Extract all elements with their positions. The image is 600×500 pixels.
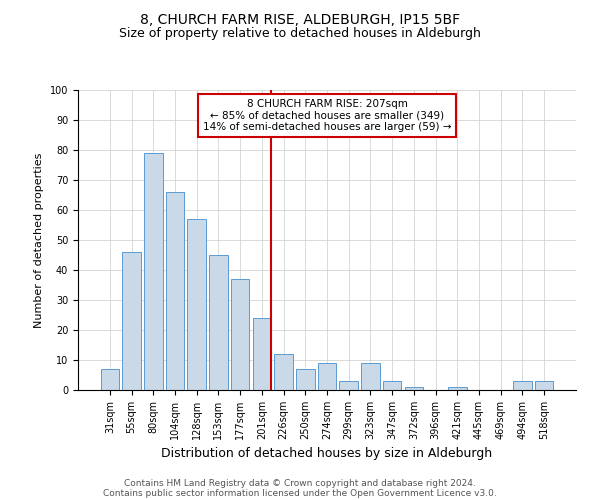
Text: Contains public sector information licensed under the Open Government Licence v3: Contains public sector information licen… xyxy=(103,488,497,498)
Text: Size of property relative to detached houses in Aldeburgh: Size of property relative to detached ho… xyxy=(119,28,481,40)
Bar xyxy=(231,279,250,390)
Bar xyxy=(209,255,227,390)
Bar xyxy=(296,369,314,390)
Bar xyxy=(448,387,467,390)
Bar xyxy=(318,363,336,390)
Bar xyxy=(187,219,206,390)
Bar xyxy=(513,381,532,390)
Bar xyxy=(535,381,553,390)
Bar xyxy=(404,387,423,390)
Text: Contains HM Land Registry data © Crown copyright and database right 2024.: Contains HM Land Registry data © Crown c… xyxy=(124,478,476,488)
Bar xyxy=(383,381,401,390)
X-axis label: Distribution of detached houses by size in Aldeburgh: Distribution of detached houses by size … xyxy=(161,448,493,460)
Y-axis label: Number of detached properties: Number of detached properties xyxy=(34,152,44,328)
Bar xyxy=(361,363,380,390)
Bar xyxy=(274,354,293,390)
Bar xyxy=(122,252,141,390)
Text: 8 CHURCH FARM RISE: 207sqm
← 85% of detached houses are smaller (349)
14% of sem: 8 CHURCH FARM RISE: 207sqm ← 85% of deta… xyxy=(203,99,451,132)
Bar xyxy=(340,381,358,390)
Bar xyxy=(253,318,271,390)
Bar xyxy=(101,369,119,390)
Bar xyxy=(144,153,163,390)
Text: 8, CHURCH FARM RISE, ALDEBURGH, IP15 5BF: 8, CHURCH FARM RISE, ALDEBURGH, IP15 5BF xyxy=(140,12,460,26)
Bar xyxy=(166,192,184,390)
